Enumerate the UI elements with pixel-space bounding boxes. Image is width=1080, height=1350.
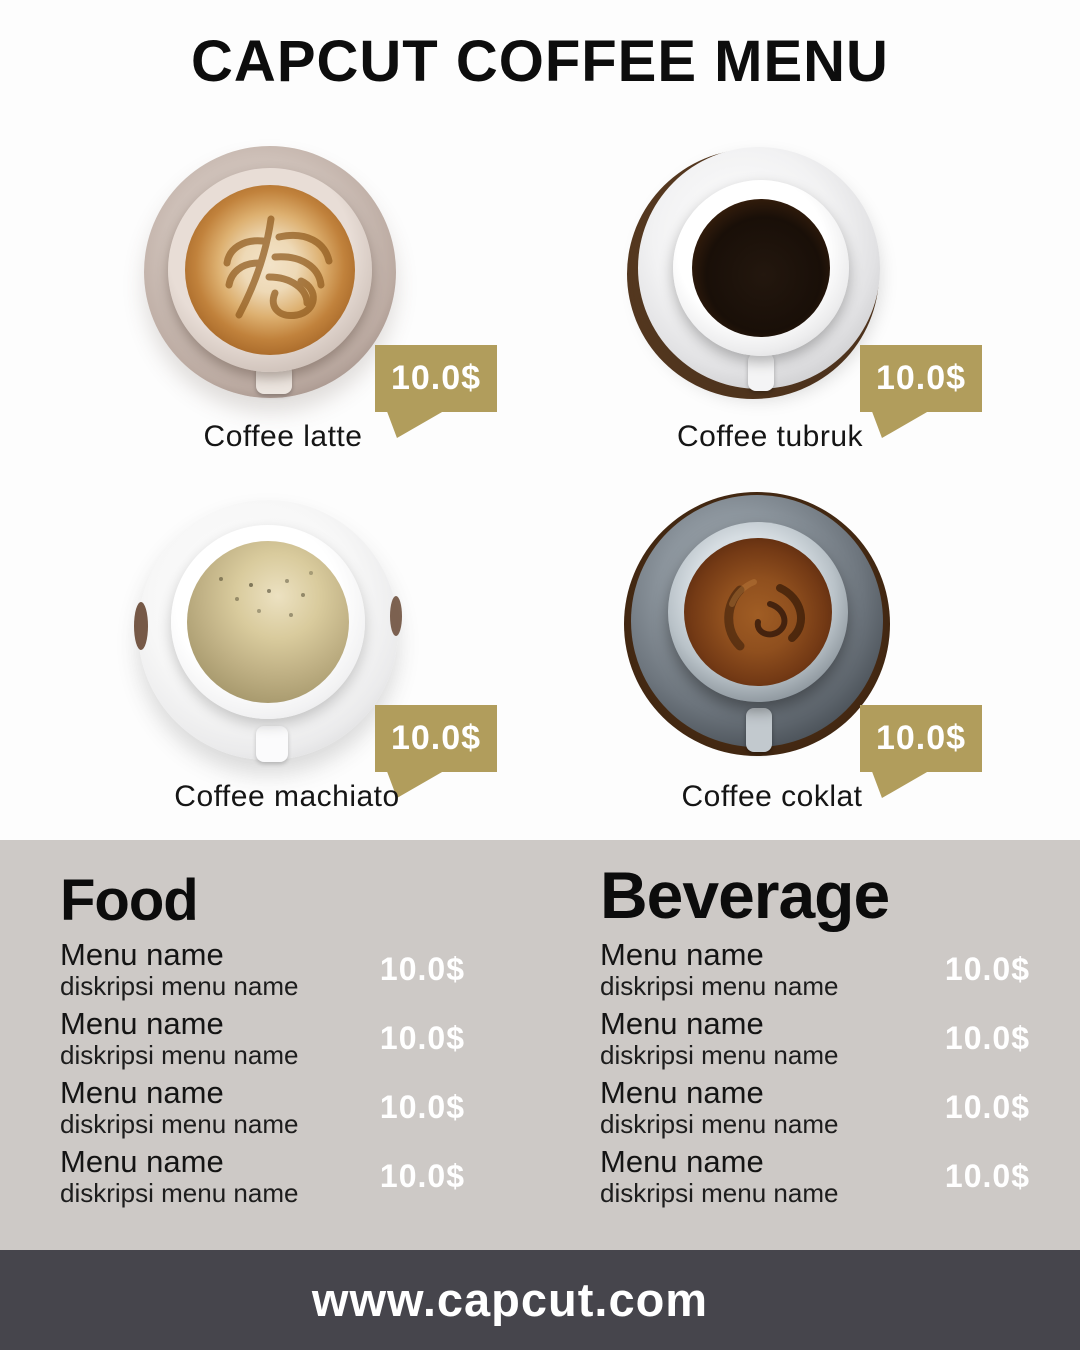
- price-text: 10.0$: [875, 359, 967, 397]
- menu-item-price: 10.0$: [944, 1019, 1030, 1056]
- coffee-surface: [187, 541, 349, 703]
- menu-row: Menu name diskripsi menu name 10.0$: [60, 937, 465, 1001]
- menu-item-name: Menu name: [60, 1075, 224, 1110]
- coffee-swirl-graphic: [724, 579, 805, 651]
- cup-handle: [256, 726, 288, 762]
- menu-item-name: Menu name: [600, 937, 764, 972]
- coffee-surface: [684, 538, 832, 686]
- coffee-tubruk-image: [627, 147, 880, 399]
- price-text: 10.0$: [390, 359, 482, 397]
- menu-item-description: diskripsi menu name: [60, 1178, 299, 1208]
- menu-item-price: 10.0$: [379, 1088, 465, 1125]
- menu-item-description: diskripsi menu name: [600, 1178, 839, 1208]
- menu-item-description: diskripsi menu name: [600, 1109, 839, 1139]
- wood-speck: [134, 602, 148, 650]
- menu-row: Menu name diskripsi menu name 10.0$: [60, 1075, 465, 1139]
- coffee-machiato-image: [134, 500, 402, 762]
- cup-handle: [746, 708, 772, 752]
- menu-item-name: Menu name: [60, 937, 224, 972]
- price-badge: 10.0$: [375, 345, 497, 438]
- price-text: 10.0$: [390, 719, 482, 757]
- menu-item-price: 10.0$: [379, 1157, 465, 1194]
- menu-item-description: diskripsi menu name: [60, 1040, 299, 1070]
- menu-row-text: Menu name diskripsi menu name: [60, 1006, 299, 1070]
- page-title: CAPCUT COFFEE MENU: [191, 29, 889, 94]
- menu-item-price: 10.0$: [944, 950, 1030, 987]
- menu-row-text: Menu name diskripsi menu name: [600, 937, 839, 1001]
- menu-item-description: diskripsi menu name: [60, 971, 299, 1001]
- menu-row: Menu name diskripsi menu name 10.0$: [60, 1006, 465, 1070]
- menu-row-text: Menu name diskripsi menu name: [600, 1144, 839, 1208]
- wood-speck: [390, 596, 402, 636]
- product-label: Coffee coklat: [681, 780, 863, 813]
- product-label: Coffee tubruk: [676, 420, 864, 453]
- product-label: Coffee machiato: [174, 780, 400, 813]
- coffee-latte-image: [144, 146, 396, 398]
- menu-item-description: diskripsi menu name: [60, 1109, 299, 1139]
- menu-item-name: Menu name: [600, 1144, 764, 1179]
- menu-row-text: Menu name diskripsi menu name: [600, 1006, 839, 1070]
- coffee-surface: [185, 185, 355, 355]
- product-label: Coffee latte: [203, 420, 363, 453]
- coffee-surface: [692, 199, 830, 337]
- menu-item-price: 10.0$: [944, 1157, 1030, 1194]
- menu-item-description: diskripsi menu name: [600, 1040, 839, 1070]
- menu-row-text: Menu name diskripsi menu name: [600, 1075, 839, 1139]
- menu-item-price: 10.0$: [379, 950, 465, 987]
- menu-item-description: diskripsi menu name: [600, 971, 839, 1001]
- footer-bar: www.capcut.com: [0, 1250, 1080, 1350]
- menu-item-price: 10.0$: [944, 1088, 1030, 1125]
- menu-row: Menu name diskripsi menu name 10.0$: [600, 937, 1030, 1001]
- cup-handle: [748, 353, 774, 391]
- beverage-column: Beverage Menu name diskripsi menu name 1…: [600, 862, 1030, 1214]
- food-column: Food Menu name diskripsi menu name 10.0$…: [60, 872, 465, 1214]
- menu-row: Menu name diskripsi menu name 10.0$: [600, 1144, 1030, 1208]
- beverage-heading: Beverage: [600, 858, 890, 932]
- price-text: 10.0$: [875, 719, 967, 757]
- price-badge: 10.0$: [860, 705, 982, 798]
- menu-row: Menu name diskripsi menu name 10.0$: [600, 1075, 1030, 1139]
- menu-row-text: Menu name diskripsi menu name: [60, 937, 299, 1001]
- menu-item-name: Menu name: [600, 1006, 764, 1041]
- food-heading: Food: [60, 868, 199, 933]
- menu-section: Food Menu name diskripsi menu name 10.0$…: [0, 840, 1080, 1250]
- menu-row-text: Menu name diskripsi menu name: [60, 1144, 299, 1208]
- price-badge: 10.0$: [860, 345, 982, 438]
- price-badge: 10.0$: [375, 705, 497, 798]
- menu-item-price: 10.0$: [379, 1019, 465, 1056]
- menu-item-name: Menu name: [60, 1006, 224, 1041]
- latte-art-graphic: [223, 215, 333, 319]
- website-url: www.capcut.com: [311, 1273, 709, 1326]
- coffee-coklat-image: [624, 492, 890, 756]
- menu-row: Menu name diskripsi menu name 10.0$: [600, 1006, 1030, 1070]
- menu-row: Menu name diskripsi menu name 10.0$: [60, 1144, 465, 1208]
- menu-row-text: Menu name diskripsi menu name: [60, 1075, 299, 1139]
- menu-item-name: Menu name: [600, 1075, 764, 1110]
- menu-item-name: Menu name: [60, 1144, 224, 1179]
